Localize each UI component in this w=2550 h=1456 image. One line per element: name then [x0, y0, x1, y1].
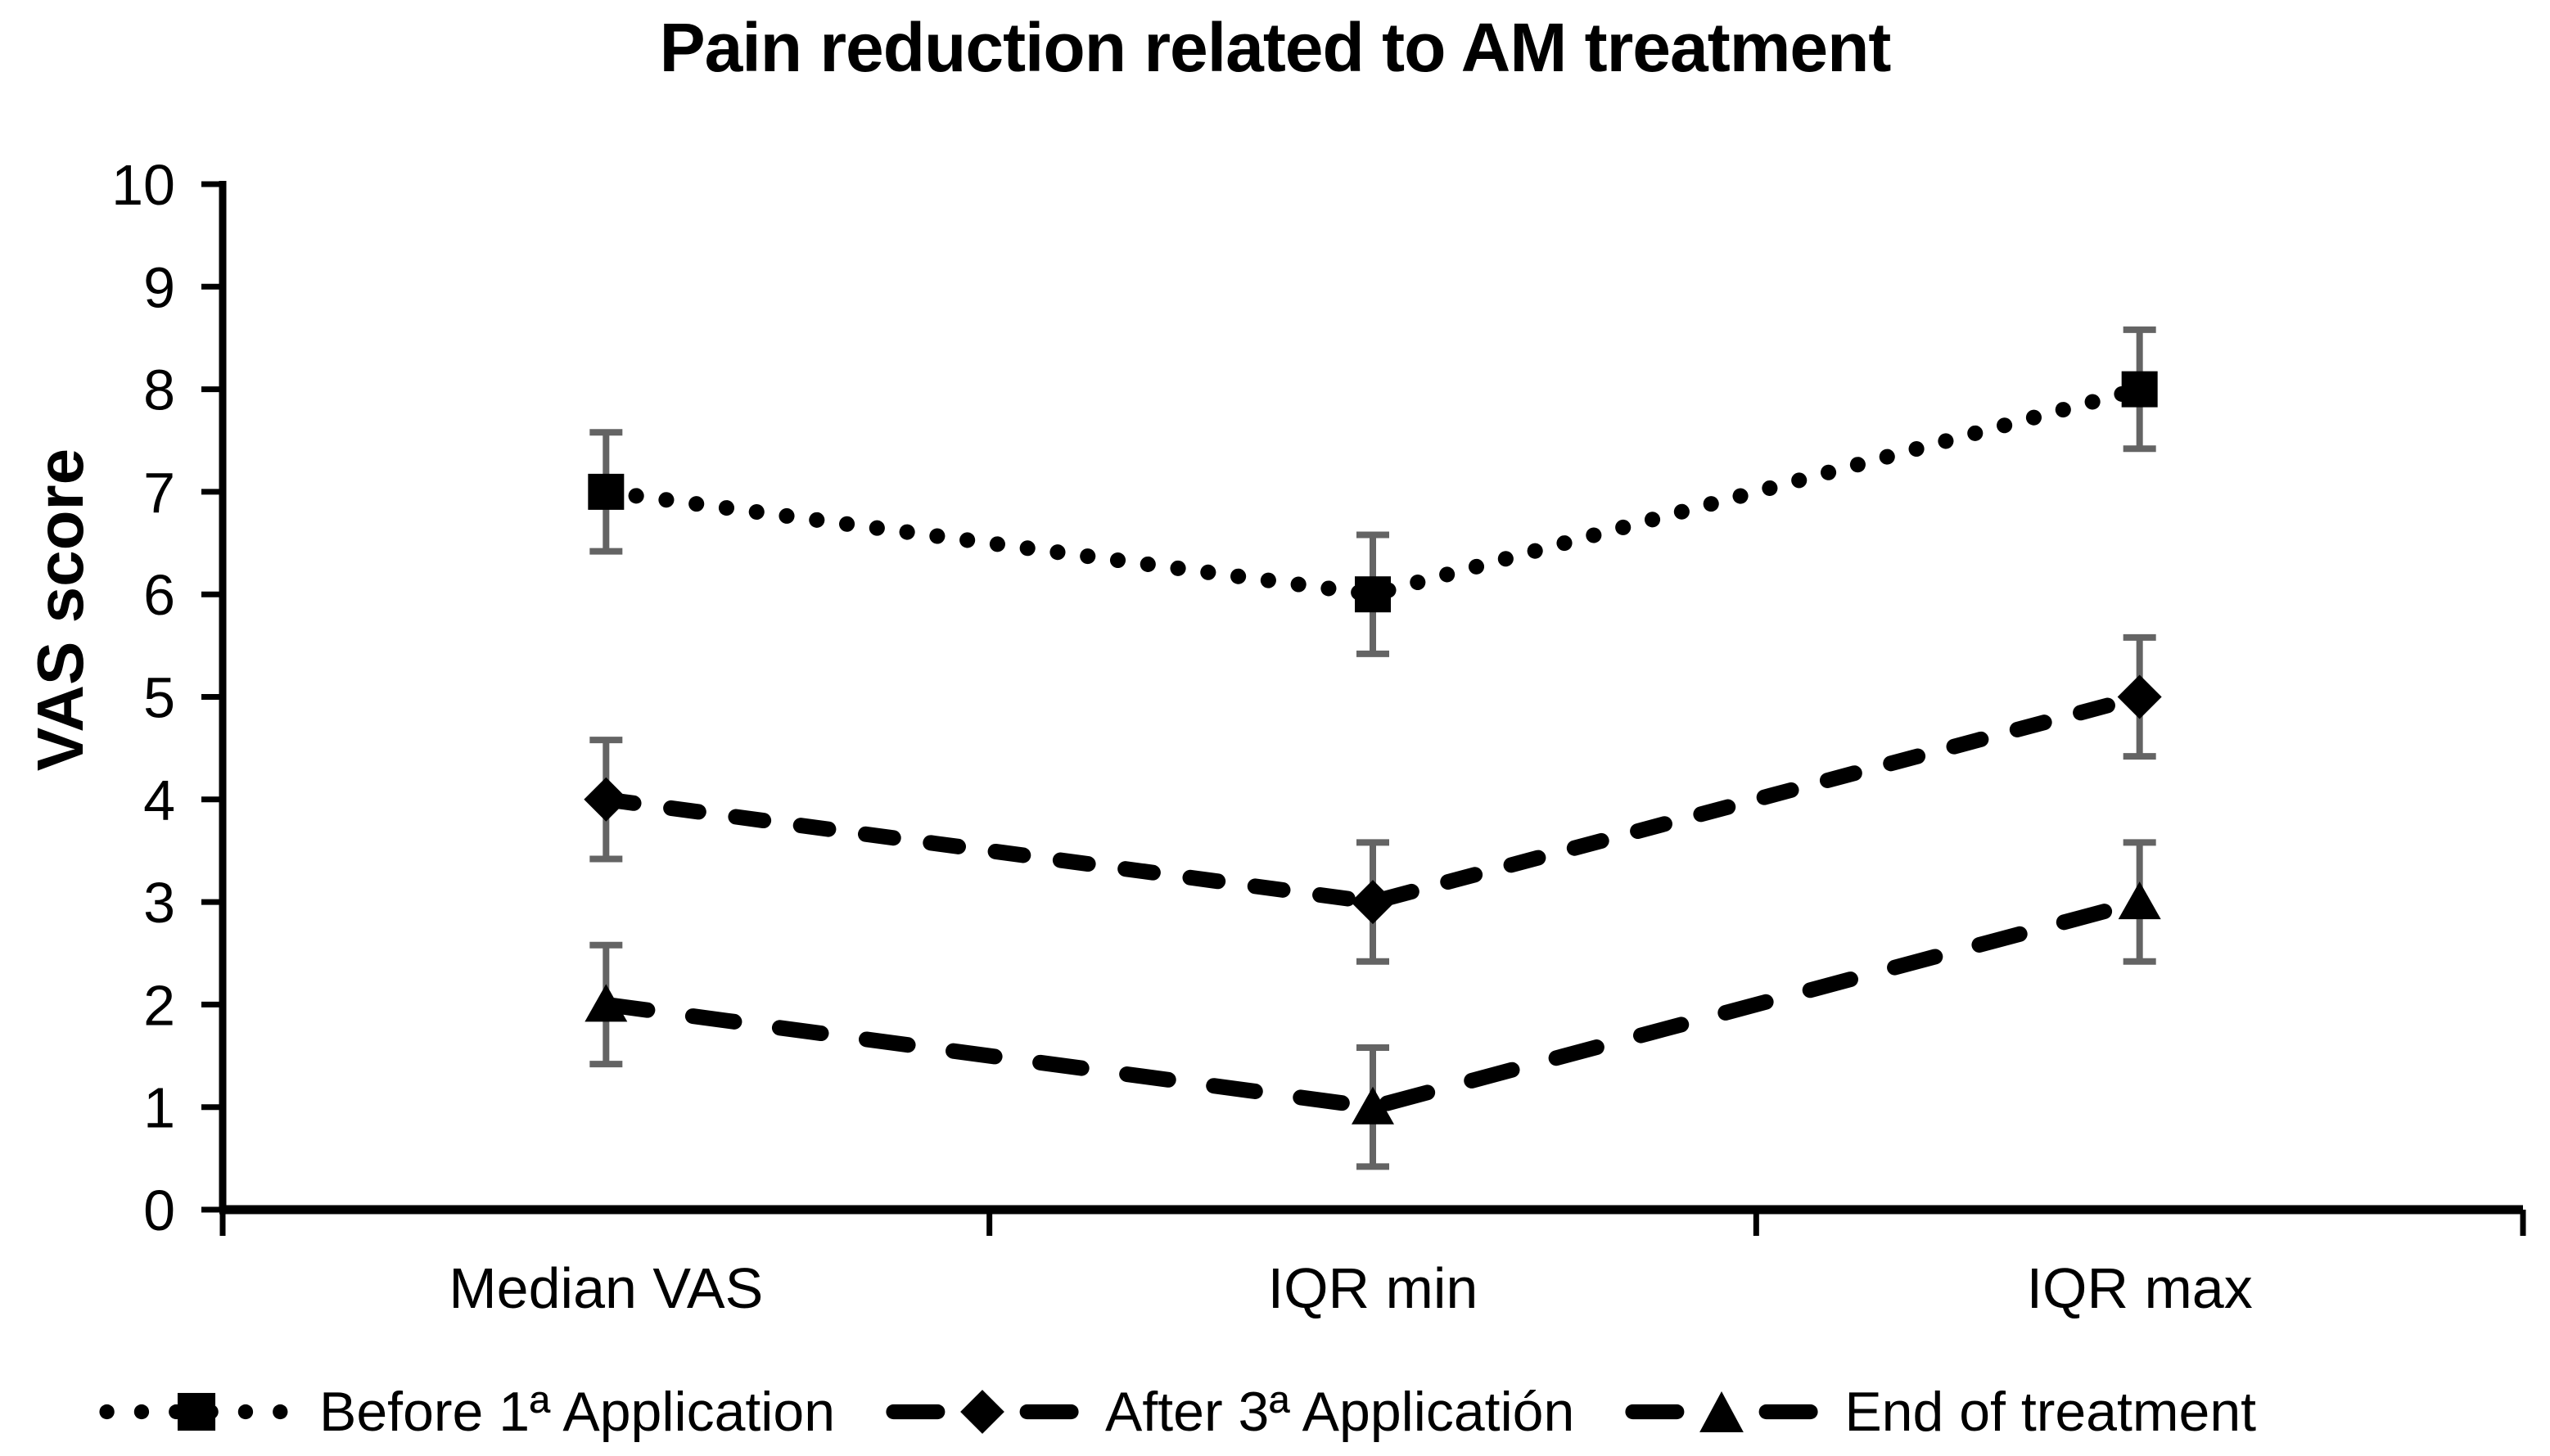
- dashed-diamond-legend-swatch: [886, 1390, 1079, 1434]
- x-axis-category-label: IQR max: [2027, 1256, 2253, 1320]
- triangle-marker: [1352, 1086, 1394, 1125]
- legend-entry-before-application: Before 1ª Application: [98, 1380, 835, 1444]
- legend-entry-after-application: After 3ª Applicatión: [884, 1380, 1574, 1444]
- legend-label: End of treatment: [1844, 1381, 2257, 1443]
- legend-entry-end-of-treatment: End of treatment: [1623, 1380, 2256, 1444]
- triangle-marker: [2118, 881, 2161, 920]
- y-axis-tick-label: 9: [143, 255, 175, 319]
- series-line: [598, 689, 2148, 910]
- diamond-marker: [584, 777, 629, 822]
- y-axis-tick-label: 1: [143, 1076, 175, 1140]
- dashed-triangle-legend-swatch: [1625, 1391, 1818, 1432]
- chart-title: Pain reduction related to AM treatment: [659, 9, 1892, 86]
- y-axis-tick-label: 7: [143, 461, 175, 525]
- square-marker: [588, 473, 625, 510]
- y-axis-tick-label: 3: [143, 871, 175, 935]
- diamond-marker: [2117, 674, 2162, 719]
- x-axis-category-label: IQR min: [1268, 1256, 1478, 1320]
- x-axis-category-label: Median VAS: [449, 1256, 763, 1320]
- y-axis-tick-label: 8: [143, 358, 175, 422]
- square-marker: [2121, 371, 2158, 408]
- y-axis-tick-label: 4: [143, 769, 175, 832]
- y-axis-tick-label: 10: [111, 153, 175, 217]
- triangle-marker: [584, 984, 628, 1022]
- series-line: [598, 894, 2148, 1116]
- y-axis-tick-label: 6: [143, 563, 175, 627]
- legend: Before 1ª Application After 3ª Applicati…: [98, 1373, 2256, 1451]
- diamond-marker: [1351, 880, 1395, 925]
- dotted-square-legend-swatch: [99, 1392, 295, 1431]
- y-axis-tick-label: 2: [143, 973, 175, 1037]
- square-marker: [1355, 576, 1391, 613]
- series-line: [598, 381, 2148, 602]
- legend-label: Before 1ª Application: [319, 1381, 836, 1443]
- y-axis-tick-label: 5: [143, 666, 175, 730]
- y-axis-tick-label: 0: [143, 1179, 175, 1242]
- legend-label: After 3ª Applicatión: [1105, 1381, 1575, 1443]
